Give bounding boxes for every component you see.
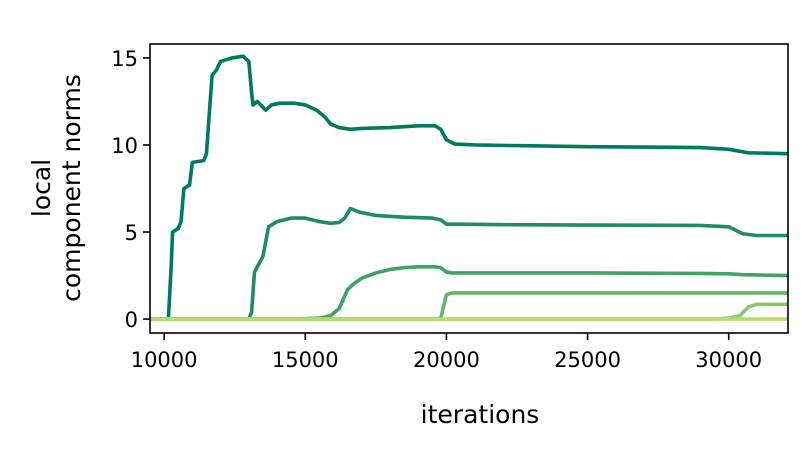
series-line-1 (150, 54, 788, 321)
y-tick-label: 5 (125, 221, 138, 245)
x-axis: 10000 15000 20000 25000 30000 (131, 333, 762, 372)
series-line-2 (150, 206, 788, 321)
y-axis: 0 5 10 15 (111, 47, 150, 332)
x-tick-label: 20000 (413, 348, 480, 372)
y-axis-label-line-2: component norms (57, 74, 86, 302)
series-line-3 (150, 265, 788, 321)
series-line-5 (150, 302, 788, 321)
x-tick-label: 25000 (554, 348, 621, 372)
y-tick-label: 0 (125, 308, 138, 332)
y-tick-label: 10 (111, 134, 138, 158)
x-tick-label: 10000 (131, 348, 198, 372)
x-axis-label: iterations (421, 400, 540, 429)
x-tick-label: 30000 (695, 348, 762, 372)
x-tick-label: 15000 (272, 348, 339, 372)
plot-frame (149, 43, 789, 334)
y-tick-label: 15 (111, 47, 138, 71)
series-layer (150, 54, 788, 321)
series-line-4 (150, 291, 788, 321)
y-axis-label-line-1: local (27, 159, 56, 217)
